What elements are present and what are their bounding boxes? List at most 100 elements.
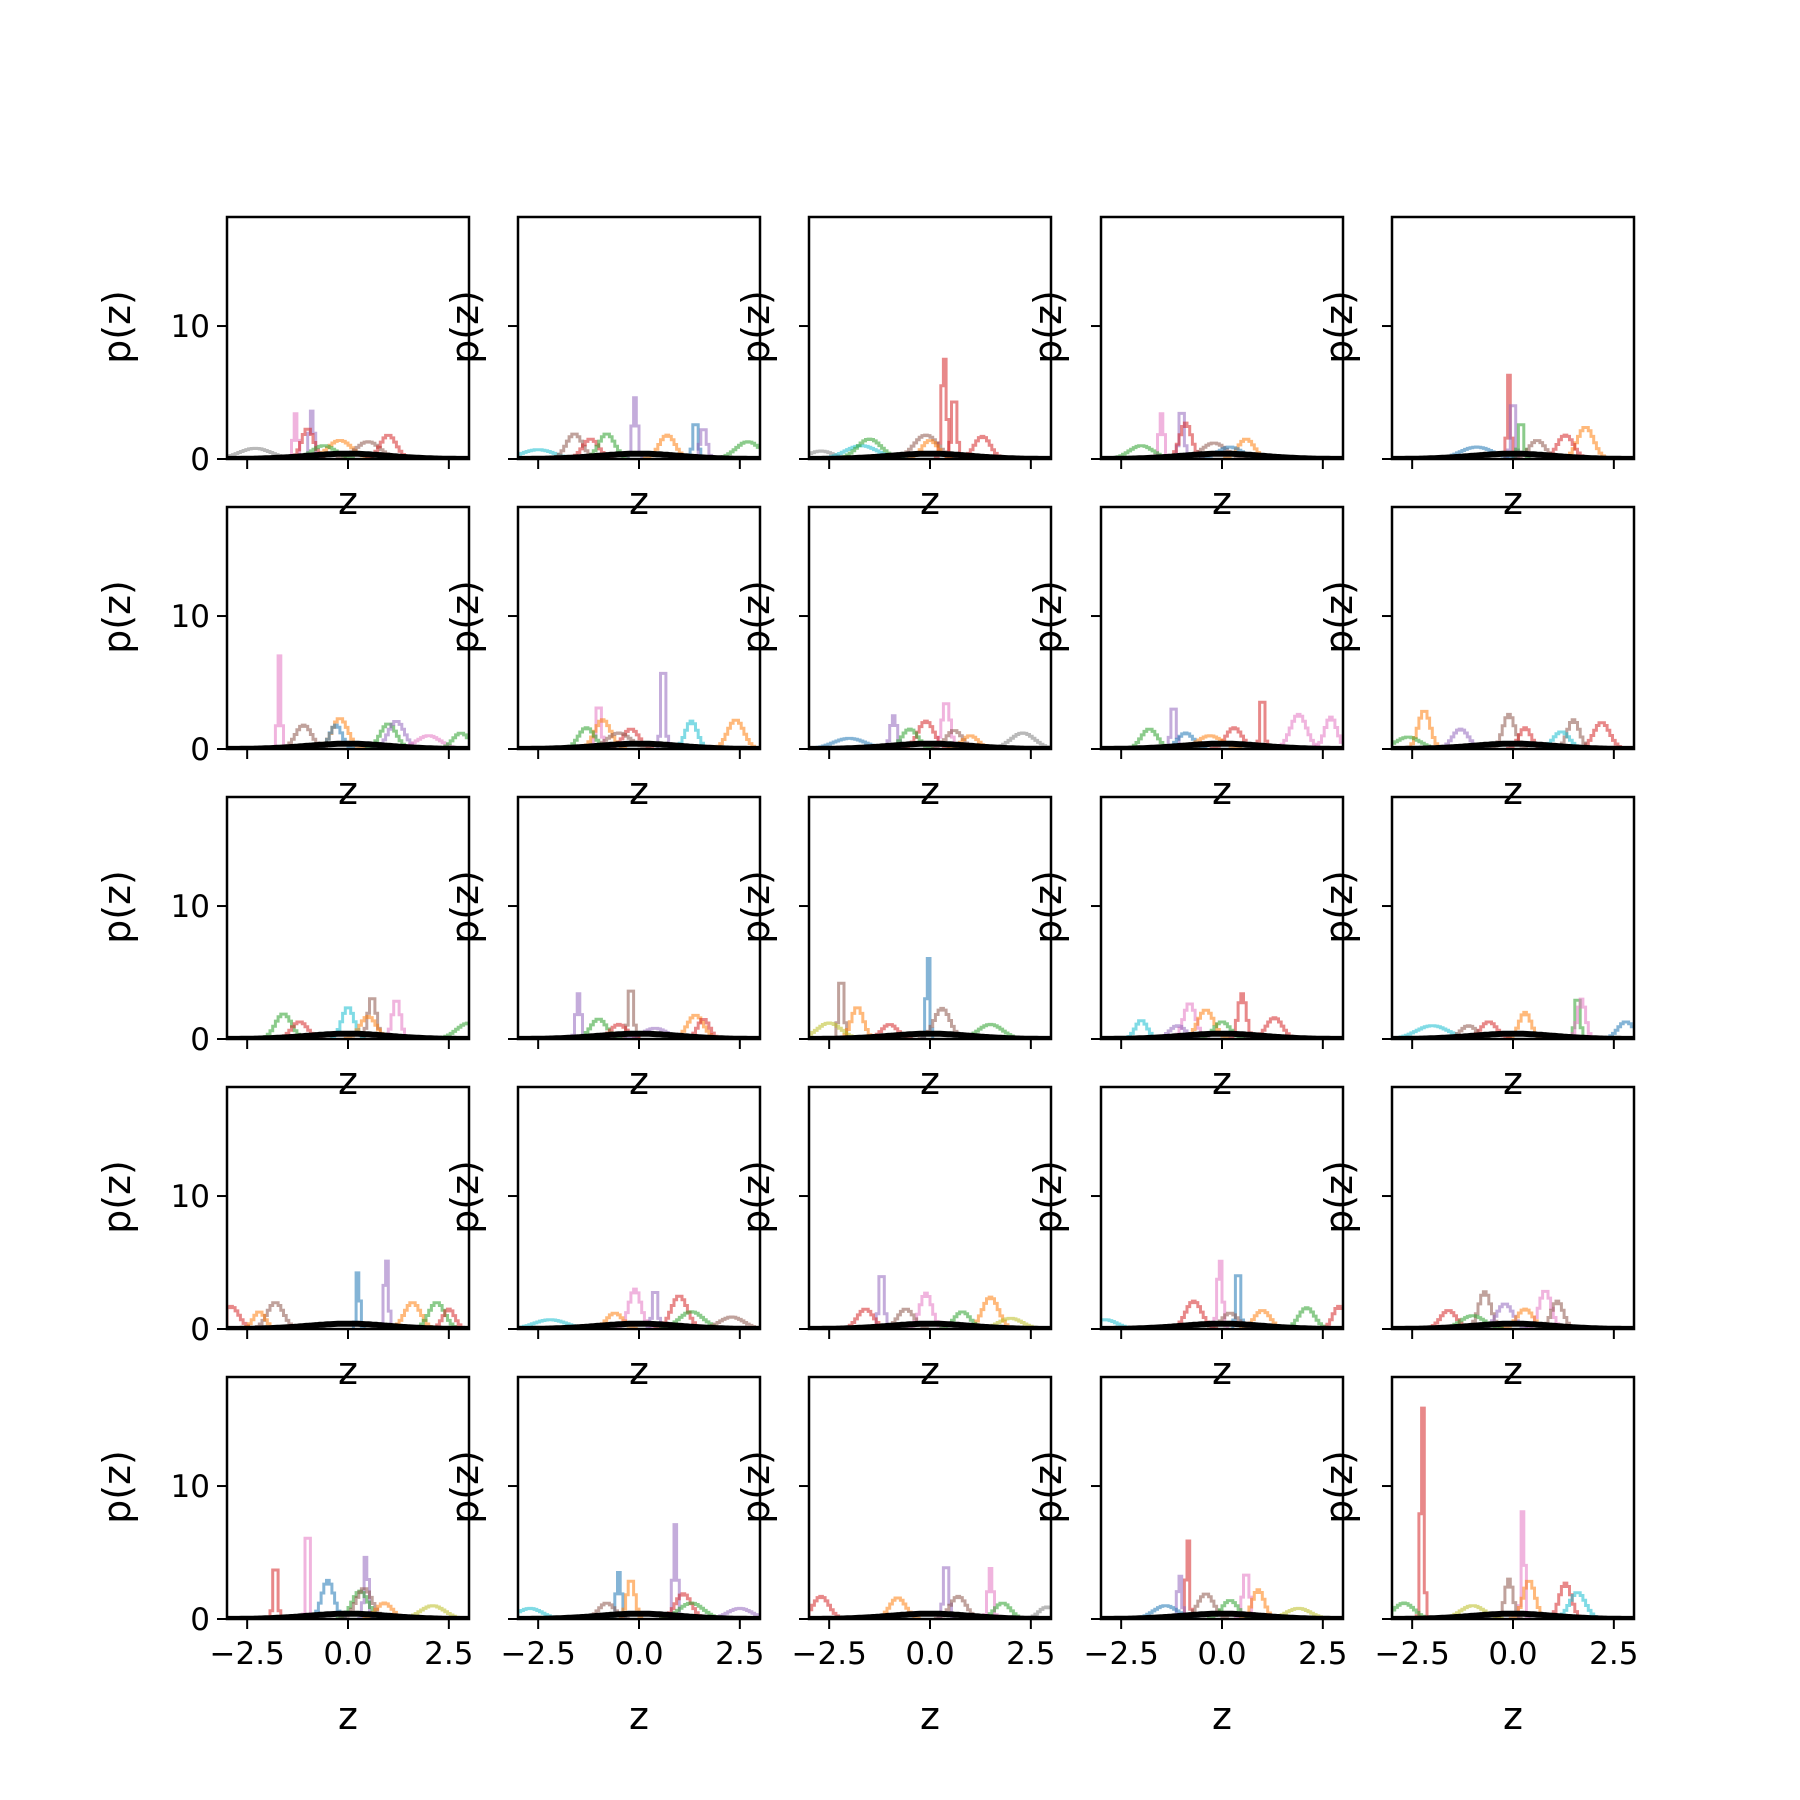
plot-area [518,671,760,749]
axes-frame [1390,215,1636,461]
y-axis-label: p(z) [443,1450,487,1524]
x-axis-label: z [920,1349,940,1393]
x-axis-label: z [629,1349,649,1393]
plot-area [1392,997,1634,1039]
axes-frame [516,505,762,751]
plot-area [518,1287,760,1329]
subplot-r1-c5: z p(z) [1317,215,1636,523]
axes-frame [225,505,471,751]
y-axis-label: p(z) [95,870,139,944]
density-trace-4 [1311,715,1343,749]
x-axis-label: z [629,769,649,813]
axes-frame [1390,1375,1636,1621]
y-axis-label: p(z) [95,1160,139,1234]
plot-area [227,1259,469,1329]
plot-area [1392,373,1634,459]
y-axis-label: p(z) [1026,1160,1070,1234]
density-trace-2 [1231,1274,1245,1329]
x-tick-label: −2.5 [792,1636,867,1672]
plot-area [809,357,1051,459]
y-tick-label: 0 [190,1022,210,1058]
y-axis-label: p(z) [443,580,487,654]
axes-frame [225,1085,471,1331]
axes-frame [225,1375,471,1621]
subplot-r1-c1: 0 10 z p(z) [95,215,471,523]
subplot-r3-c1: 0 10 z p(z) [95,795,471,1103]
y-axis-label: p(z) [734,870,778,944]
subplot-r5-c2: −2.5 0.0 2.5 z p(z) [443,1375,764,1738]
density-trace-1 [300,1536,315,1619]
density-trace-2 [384,999,409,1039]
subplot-r4-c5: z p(z) [1317,1085,1636,1393]
plot-area [227,654,469,749]
plot-area [809,957,1051,1039]
y-axis-label: p(z) [1026,870,1070,944]
axes-frame [516,1375,762,1621]
density-trace-2 [378,1259,396,1329]
x-axis-label: z [1212,1349,1232,1393]
subplot-r2-c3: z p(z) [734,505,1053,813]
y-axis-label: p(z) [734,1450,778,1524]
plot-area [1392,709,1634,749]
y-axis-label: p(z) [1317,1450,1361,1524]
y-tick-label: 0 [190,732,210,768]
plot-area [518,396,760,459]
subplot-r3-c3: z p(z) [734,795,1053,1103]
x-tick-label: 0.0 [1197,1636,1246,1672]
y-tick-label: 0 [190,1602,210,1638]
subplot-grid: 0 10 z p(z) z p(z) z p(z) z p(z) z p(z) 0 10 z p(z) z p(z… [95,215,1638,1738]
plot-area [809,702,1051,749]
y-tick-label: 10 [171,309,210,345]
subplot-r2-c5: z p(z) [1317,505,1636,813]
y-axis-label: p(z) [1026,290,1070,364]
x-axis-label: z [338,1059,358,1103]
density-trace-7 [1320,1304,1343,1329]
y-axis-label: p(z) [443,870,487,944]
axes-frame [516,795,762,1041]
x-axis-label: z [1503,479,1523,523]
axes-frame [1099,1375,1345,1621]
x-axis-label: z [338,479,358,523]
y-axis-label: p(z) [1317,1160,1361,1234]
plot-area [809,1566,1051,1619]
plot-area [227,409,469,459]
x-tick-label: −2.5 [501,1636,576,1672]
axes-frame [516,215,762,461]
x-axis-label: z [1212,1059,1232,1103]
density-trace-1 [351,1271,366,1329]
subplot-r5-c5: −2.5 0.0 2.5 z p(z) [1317,1375,1638,1738]
plot-area [1101,700,1343,749]
subplot-r2-c2: z p(z) [443,505,762,813]
subplot-r1-c4: z p(z) [1026,215,1345,523]
plot-area [1392,1406,1634,1619]
plot-area [1392,1289,1634,1329]
x-tick-label: 2.5 [1589,1636,1638,1672]
density-trace-2 [268,1568,283,1619]
axes-frame [807,1085,1053,1331]
y-axis-label: p(z) [734,290,778,364]
density-trace-3 [1274,712,1323,749]
y-tick-label: 10 [171,599,210,635]
x-tick-label: 2.5 [1298,1636,1347,1672]
x-tick-label: 0.0 [323,1636,372,1672]
x-tick-label: −2.5 [1084,1636,1159,1672]
y-tick-label: 10 [171,1469,210,1505]
plot-area [1101,1539,1343,1619]
density-trace-1 [570,992,587,1039]
y-tick-label: 0 [190,1312,210,1348]
density-trace-6 [712,718,759,749]
plot-area [809,1275,1051,1329]
x-axis-label: z [629,1059,649,1103]
y-axis-label: p(z) [95,290,139,364]
y-axis-label: p(z) [734,580,778,654]
plot-area [518,989,760,1039]
x-tick-label: 0.0 [1488,1636,1537,1672]
plot-area [1101,411,1343,459]
density-trace-1 [1503,373,1515,459]
subplot-r2-c1: 0 10 z p(z) [95,505,471,813]
y-axis-label: p(z) [1026,580,1070,654]
axes-frame [1099,215,1345,461]
x-axis-label: z [1212,1694,1232,1738]
x-tick-label: 0.0 [905,1636,954,1672]
